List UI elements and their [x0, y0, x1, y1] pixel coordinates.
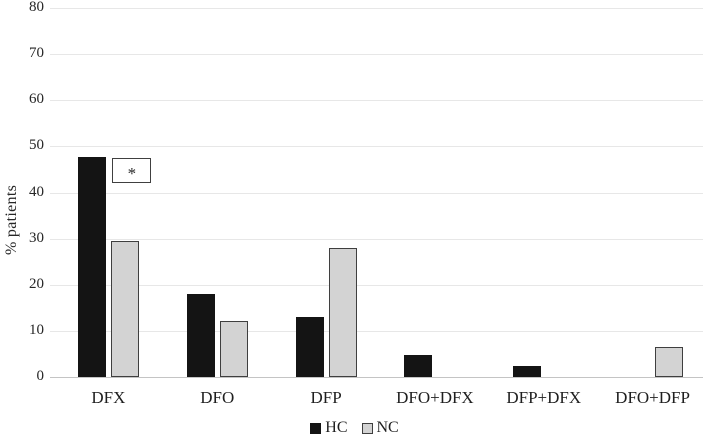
y-tick-label-40: 40	[29, 183, 44, 200]
bar-HC-DFP	[295, 316, 324, 377]
x-label-DFO: DFO	[200, 388, 235, 407]
x-label-DFX: DFX	[91, 388, 126, 407]
asterisk-text: *	[127, 163, 137, 183]
bar-NC-DFO+DFP	[655, 346, 684, 377]
x-axis-line	[50, 377, 703, 378]
plot-area: *	[50, 8, 703, 378]
bar-NC-DFX	[110, 240, 139, 377]
bar-HC-DFX	[77, 157, 106, 377]
legend: HC NC	[0, 419, 709, 437]
legend-swatch-NC	[361, 422, 373, 434]
gridline-60	[50, 100, 703, 102]
y-tick-label-70: 70	[29, 45, 44, 62]
x-label-DFP: DFP	[310, 388, 342, 407]
x-label-DFO+DFP: DFO+DFP	[615, 388, 690, 407]
legend-swatch-HC	[310, 422, 322, 434]
legend-label-NC: NC	[376, 419, 399, 436]
y-tick-label-60: 60	[29, 91, 44, 108]
gridline-20	[50, 284, 703, 286]
y-tick-label-0: 0	[36, 368, 45, 384]
legend-item-NC: NC	[361, 419, 399, 437]
gridline-10	[50, 330, 703, 332]
significance-annotation: *	[112, 158, 152, 184]
y-tick-label-20: 20	[29, 275, 44, 292]
y-tick-label-50: 50	[29, 137, 44, 154]
y-tick-label-80: 80	[29, 0, 44, 15]
y-tick-label-30: 30	[29, 229, 44, 246]
bar-NC-DFP	[328, 248, 357, 377]
x-label-DFO+DFX: DFO+DFX	[396, 388, 474, 407]
legend-item-HC: HC	[310, 419, 348, 437]
gridline-80	[50, 8, 703, 9]
y-tick-label-10: 10	[29, 321, 44, 338]
gridline-70	[50, 54, 703, 56]
gridline-30	[50, 238, 703, 240]
bar-HC-DFO	[186, 294, 215, 377]
bar-HC-DFP+DFX	[513, 365, 542, 377]
x-label-DFP+DFX: DFP+DFX	[506, 388, 582, 407]
bar-NC-DFO	[219, 320, 248, 377]
gridline-40	[50, 192, 703, 194]
bar-HC-DFO+DFX	[404, 354, 433, 377]
legend-label-HC: HC	[325, 419, 348, 436]
gridline-50	[50, 146, 703, 148]
